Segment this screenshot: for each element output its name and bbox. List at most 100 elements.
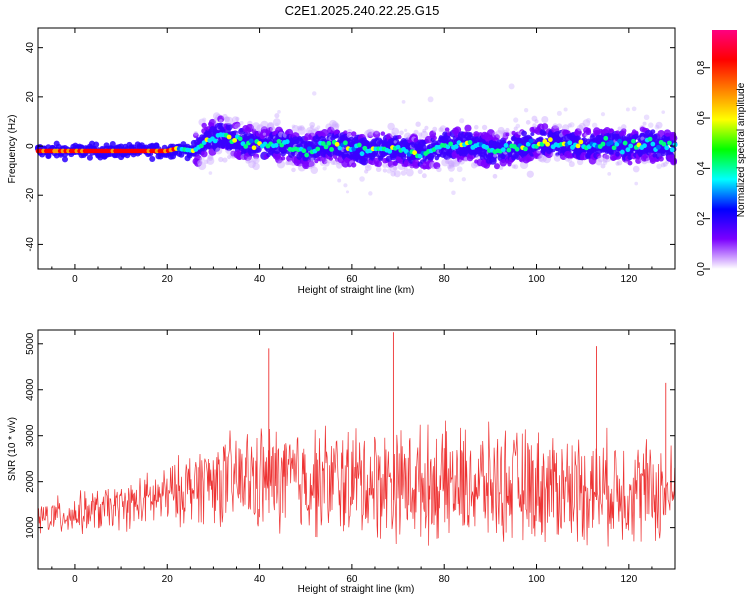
spectrogram-cell: [62, 156, 69, 163]
spectrogram-cell: [513, 117, 519, 123]
spectrogram-cell: [336, 162, 343, 169]
chart-title: C2E1.2025.240.22.25.G15: [285, 3, 440, 18]
spectrogram-cell: [308, 161, 316, 169]
spectrogram-y-tick-label: -20: [25, 188, 36, 203]
spectrogram-cell: [536, 149, 541, 154]
spectrogram-cell: [505, 132, 510, 137]
spectrogram-cell: [493, 153, 497, 158]
spectrogram-cell: [397, 134, 402, 140]
spectrogram-cell: [403, 166, 408, 171]
spectrogram-cell: [650, 129, 656, 135]
spectrogram-cell: [375, 166, 382, 173]
spectrogram-ridge-point: [647, 136, 653, 142]
spectrogram-cell: [521, 130, 527, 137]
spectrogram-cell: [515, 123, 521, 129]
snr-x-tick-label: 100: [528, 574, 545, 585]
spectrogram-cell: [389, 165, 397, 173]
snr-x-tick-label: 60: [346, 574, 358, 585]
spectrogram-cell: [309, 161, 315, 167]
spectrogram-cell: [464, 124, 472, 132]
spectrogram-cell: [391, 127, 400, 136]
snr-x-tick-label: 20: [162, 574, 174, 585]
spectrogram-cell: [364, 169, 369, 174]
spectrogram-y-tick-label: 20: [25, 91, 36, 103]
spectrogram-cell: [433, 129, 437, 133]
spectrogram-cell: [616, 160, 623, 166]
spectrogram-ridge-point: [453, 144, 459, 149]
spectrogram-cell: [444, 127, 450, 132]
spectrogram-cell: [615, 161, 620, 166]
spectrogram-cell: [634, 181, 639, 186]
spectrogram-cell: [275, 155, 283, 164]
spectrogram-ridge-point: [506, 147, 512, 153]
spectrogram-cell: [439, 125, 447, 132]
spectrogram-cell: [433, 162, 441, 170]
spectrogram-cell: [310, 125, 315, 130]
spectrogram-cell: [602, 160, 608, 166]
spectrogram-ridge-point: [212, 138, 218, 144]
snr-panel: 0 20 40 60 80 100 120 1000 2000 3000 4000 5000 Heig…: [7, 329, 676, 595]
spectrogram-ridge-point: [547, 137, 553, 143]
spectrogram-x-axis-label: Height of straight line (km): [298, 285, 415, 296]
spectrogram-cell: [337, 178, 342, 183]
spectrogram-cell: [615, 151, 620, 157]
spectrogram-ridge-point: [642, 143, 647, 149]
spectrogram-ridge-point: [619, 149, 625, 155]
spectrogram-cell: [109, 141, 116, 148]
spectrogram-cell: [368, 191, 373, 196]
spectrogram-cell: [149, 156, 156, 163]
spectrogram-x-tick-label: 120: [620, 274, 637, 285]
spectrogram-cell: [197, 161, 207, 171]
spectrogram-cell: [332, 154, 338, 159]
spectrogram-ridge-point: [500, 147, 506, 153]
spectrogram-cell: [218, 119, 223, 123]
spectrogram-cell: [404, 128, 408, 132]
spectrogram-cell: [541, 123, 549, 130]
spectrogram-ridge-point: [359, 151, 365, 157]
spectrogram-cell: [234, 121, 241, 128]
snr-x-tick-label: 40: [254, 574, 266, 585]
spectrogram-cell: [424, 135, 433, 144]
spectrogram-cell: [481, 124, 488, 131]
spectrogram-ridge-point: [578, 139, 584, 145]
spectrogram-y-tick-label: 40: [25, 42, 36, 54]
spectrogram-x-tick-label: 80: [439, 274, 451, 285]
spectrogram-ridge-point: [323, 144, 329, 150]
spectrogram-cell: [193, 132, 199, 139]
spectrogram-cell: [86, 154, 93, 161]
spectrogram-ridge-point: [523, 146, 528, 152]
spectrogram-cell: [310, 157, 314, 162]
spectrogram-cell: [656, 163, 662, 170]
spectrogram-cell: [366, 165, 370, 169]
spectrogram-cell: [607, 171, 612, 176]
spectrogram-cell: [424, 125, 429, 130]
spectrogram-cell: [254, 157, 258, 162]
colorbar-tick-label: 0.2: [696, 211, 707, 225]
spectrogram-ridge-point: [326, 140, 332, 146]
spectrogram-cell: [569, 122, 575, 128]
spectrogram-cell: [602, 154, 612, 163]
spectrogram-cell: [400, 153, 407, 160]
spectrogram-ridge-point: [273, 142, 279, 148]
spectrogram-cell: [298, 125, 305, 131]
spectrogram-cell: [291, 167, 296, 173]
spectrogram-cell: [551, 152, 555, 157]
spectrogram-ridge-point: [304, 152, 310, 158]
spectrogram-frame: [37, 27, 676, 270]
spectrogram-cell: [382, 168, 388, 173]
spectrogram-ridge-point: [337, 145, 343, 151]
spectrogram-cell: [447, 164, 455, 172]
spectrogram-ridge-point: [575, 143, 581, 149]
spectrogram-ridge-point: [650, 141, 656, 147]
spectrogram-cell: [334, 123, 340, 128]
spectrogram-cell: [360, 157, 369, 166]
spectrogram-ridge-point: [301, 148, 307, 154]
spectrogram-ridge-point: [664, 145, 670, 151]
spectrogram-cell: [621, 131, 627, 136]
colorbar-tick-label: 0.4: [696, 161, 707, 175]
spectrogram-ridge-point: [387, 148, 393, 154]
snr-series: [37, 332, 676, 547]
spectrogram-cell: [251, 122, 261, 131]
spectrogram-cell: [393, 170, 401, 178]
spectrogram-cell: [591, 122, 598, 129]
